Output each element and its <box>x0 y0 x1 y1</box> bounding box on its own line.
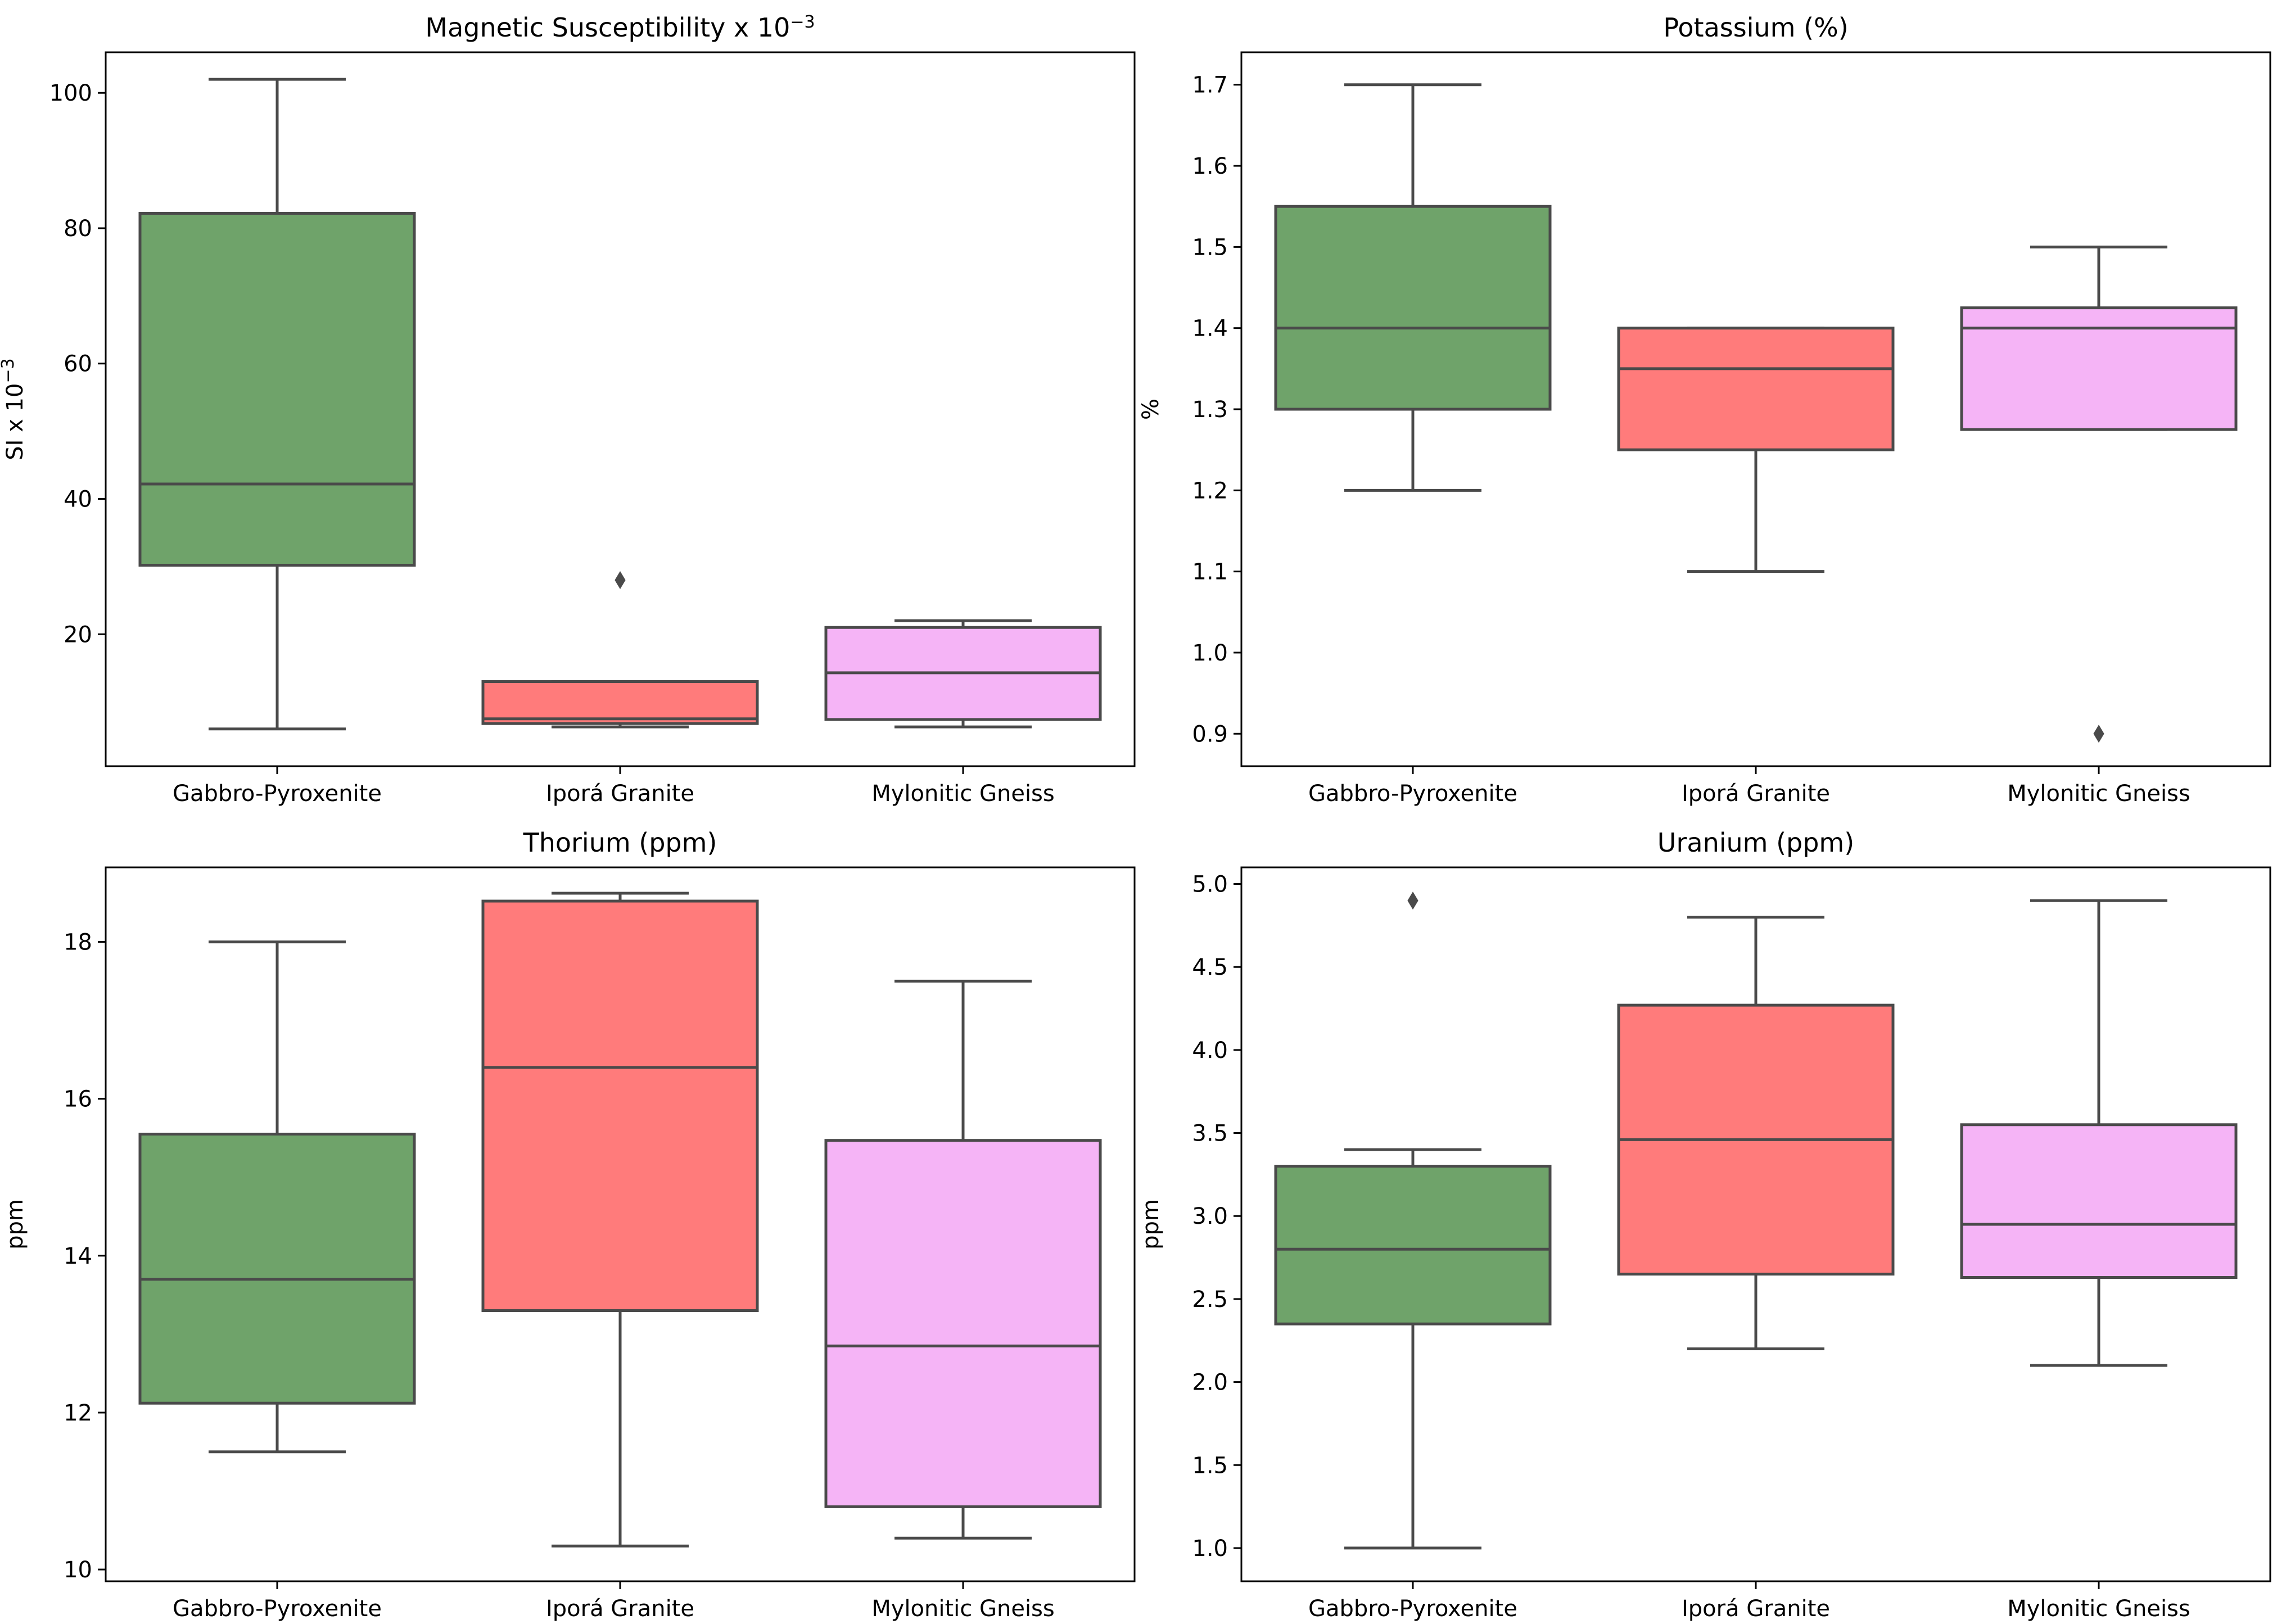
y-tick-label: 1.0 <box>1192 640 1228 666</box>
panel-title: Uranium (ppm) <box>1657 827 1854 858</box>
panel-title-text: Thorium (ppm) <box>523 827 717 858</box>
y-tick-label: 1.5 <box>1192 1453 1228 1478</box>
y-tick-label: 10 <box>64 1557 92 1583</box>
box-mylonitic-gneiss <box>1960 899 2238 1367</box>
y-tick-label: 1.2 <box>1192 478 1228 504</box>
panel-title-text: Potassium (%) <box>1663 12 1848 43</box>
iqr-box <box>481 899 759 1313</box>
iqr-box <box>138 1133 416 1405</box>
y-axis-label-text: % <box>1138 399 1164 420</box>
iqr-box <box>481 680 759 725</box>
y-axis-label: ppm <box>1138 1199 1164 1250</box>
y-tick-label: 4.0 <box>1192 1038 1228 1064</box>
axes-frame <box>105 51 1136 767</box>
y-tick-label: 5.0 <box>1192 872 1228 898</box>
y-tick-label: 12 <box>64 1400 92 1426</box>
outlier-point <box>2093 725 2104 743</box>
x-tick-label: Gabbro-Pyroxenite <box>1308 1596 1517 1622</box>
y-tick-label: 20 <box>64 622 92 648</box>
box-mylonitic-gneiss <box>824 619 1102 729</box>
box-gabbro-pyroxenite <box>1274 892 1552 1550</box>
box-ipor-granite <box>1617 916 1895 1351</box>
panel-title: Potassium (%) <box>1663 12 1848 43</box>
y-tick-label: 1.0 <box>1192 1536 1228 1562</box>
y-tick-label: 1.6 <box>1192 153 1228 179</box>
iqr-box <box>1274 205 1552 411</box>
y-tick-label: 2.5 <box>1192 1287 1228 1313</box>
iqr-box <box>138 212 416 567</box>
x-tick-label: Iporá Granite <box>546 1596 694 1622</box>
x-tick-label: Mylonitic Gneiss <box>871 1596 1055 1622</box>
iqr-box <box>824 1139 1102 1508</box>
panel-title: Thorium (ppm) <box>523 827 717 858</box>
y-tick-label: 1.3 <box>1192 397 1228 423</box>
y-axis-label: % <box>1138 399 1164 420</box>
box-gabbro-pyroxenite <box>138 940 416 1454</box>
y-tick-label: 100 <box>49 80 92 106</box>
panel-title-text: Magnetic Susceptibility x 10 <box>425 12 790 43</box>
panel-title: Magnetic Susceptibility x 10−3 <box>425 12 815 43</box>
x-tick-label: Gabbro-Pyroxenite <box>173 1596 382 1622</box>
iqr-box <box>1960 1123 2238 1279</box>
y-axis-label-superscript: −3 <box>0 358 18 383</box>
box-gabbro-pyroxenite <box>1274 83 1552 492</box>
iqr-box <box>1617 327 1895 451</box>
x-tick-label: Iporá Granite <box>546 781 694 807</box>
y-tick-label: 1.7 <box>1192 73 1228 98</box>
y-tick-label: 60 <box>64 351 92 377</box>
outlier-point <box>615 571 626 589</box>
box-ipor-granite <box>1617 327 1895 573</box>
iqr-box <box>1960 306 2238 431</box>
panel-uranium: Uranium (ppm) ppm 1.0 1.5 2.0 2.5 3.0 3.5 4.0 4.5… <box>1138 827 2271 1622</box>
x-tick-label: Iporá Granite <box>1682 1596 1830 1622</box>
y-tick-label: 1.1 <box>1192 559 1228 585</box>
y-tick-label: 80 <box>64 216 92 242</box>
y-tick-label: 16 <box>64 1087 92 1112</box>
y-tick-label: 40 <box>64 487 92 513</box>
x-tick-label: Mylonitic Gneiss <box>871 781 1055 807</box>
box-gabbro-pyroxenite <box>138 78 416 731</box>
x-tick-label: Mylonitic Gneiss <box>2007 1596 2190 1622</box>
axes-frame <box>1240 866 2271 1582</box>
panels: Magnetic Susceptibility x 10−3SI x 10−32… <box>0 12 2271 1622</box>
y-tick-label: 18 <box>64 930 92 956</box>
y-tick-label: 1.5 <box>1192 234 1228 260</box>
axes-frame <box>105 866 1136 1582</box>
y-axis-label-text: ppm <box>2 1199 28 1250</box>
axes-frame <box>1240 51 2271 767</box>
panel-title-text: Uranium (ppm) <box>1657 827 1854 858</box>
x-tick-label: Iporá Granite <box>1682 781 1830 807</box>
box-ipor-granite <box>481 571 759 729</box>
box-mylonitic-gneiss <box>824 979 1102 1540</box>
y-tick-label: 0.9 <box>1192 721 1228 747</box>
x-tick-label: Gabbro-Pyroxenite <box>1308 781 1517 807</box>
panel-magnetic: Magnetic Susceptibility x 10−3SI x 10−32… <box>0 12 1136 807</box>
y-tick-label: 2.0 <box>1192 1370 1228 1396</box>
y-axis-label: SI x 10−3 <box>0 358 28 460</box>
box-ipor-granite <box>481 892 759 1548</box>
box-mylonitic-gneiss <box>1960 245 2238 743</box>
panel-title-superscript: −3 <box>790 12 815 32</box>
y-axis-label: ppm <box>2 1199 28 1250</box>
y-tick-label: 3.5 <box>1192 1121 1228 1147</box>
iqr-box <box>1274 1165 1552 1326</box>
y-axis-label-text: SI x 10 <box>2 383 28 460</box>
panel-potassium: Potassium (%)% 0.9 1.0 1.1 1.2 1.3 1.4 1.5 1.6 1.… <box>1138 12 2271 807</box>
y-tick-label: 3.0 <box>1192 1204 1228 1229</box>
y-axis-label-text: ppm <box>1138 1199 1164 1250</box>
x-tick-label: Gabbro-Pyroxenite <box>173 781 382 807</box>
panel-thorium: Thorium (ppm) ppm 10 12 14 16 18 Gabbro-Pyroxen… <box>2 827 1136 1622</box>
y-tick-label: 1.4 <box>1192 316 1228 342</box>
x-tick-label: Mylonitic Gneiss <box>2007 781 2190 807</box>
y-tick-label: 14 <box>64 1243 92 1269</box>
outlier-point <box>1407 892 1418 910</box>
y-tick-label: 4.5 <box>1192 955 1228 980</box>
